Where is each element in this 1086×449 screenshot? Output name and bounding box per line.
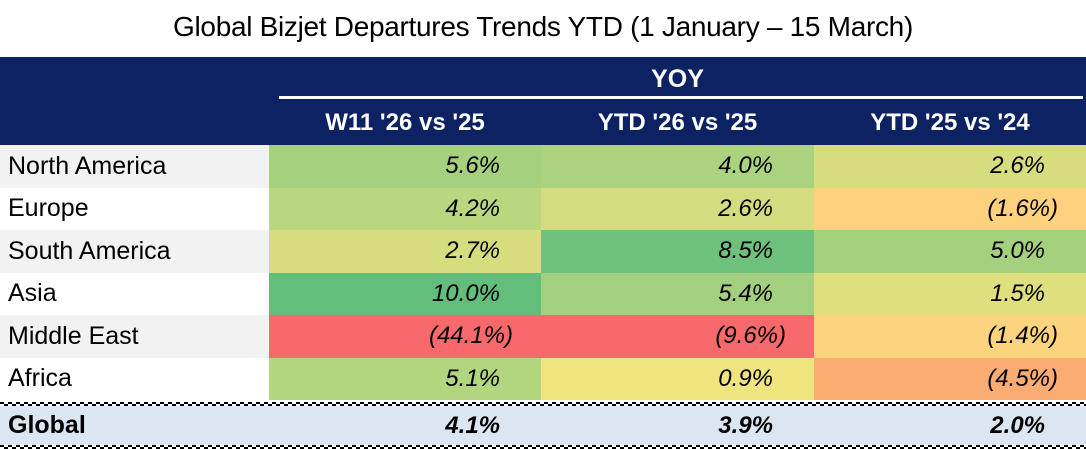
value-cell: 2.0% (990, 411, 1045, 439)
value-cell: 0.9% (541, 357, 814, 400)
row-label: Middle East (0, 315, 269, 358)
value-cell: 2.6% (814, 145, 1086, 188)
group-header-yoy: YOY (651, 65, 704, 93)
value-cell: 3.9% (718, 411, 773, 439)
table-row-global-total: Global 4.1% 3.9% 2.0% (0, 406, 1086, 445)
yoy-underline (279, 96, 1083, 99)
row-label: Europe (0, 187, 269, 230)
column-header-w11-26-vs-25: W11 '26 vs '25 (325, 109, 485, 136)
table-row-south-america: South America 2.7% 8.5% 5.0% (0, 230, 1086, 273)
global-row-bottom-dashed-border (0, 445, 1086, 449)
table-row-middle-east: Middle East (44.1%) (9.6%) (1.4%) (0, 315, 1086, 358)
value-cell: (1.4%) (814, 315, 1086, 358)
row-label: Africa (0, 357, 269, 400)
value-cell: (44.1%) (269, 315, 541, 358)
global-row-top-dashed-border (0, 402, 1086, 406)
value-cell: 8.5% (541, 230, 814, 273)
table-header: YOY W11 '26 vs '25 YTD '26 vs '25 YTD '2… (0, 57, 1086, 145)
value-cell: 5.1% (269, 357, 541, 400)
table-row-africa: Africa 5.1% 0.9% (4.5%) (0, 357, 1086, 400)
value-cell: 5.4% (541, 272, 814, 315)
row-label: North America (0, 145, 269, 188)
row-label-global: Global (8, 411, 86, 439)
departures-table: YOY W11 '26 vs '25 YTD '26 vs '25 YTD '2… (0, 57, 1086, 449)
table-row-asia: Asia 10.0% 5.4% 1.5% (0, 272, 1086, 315)
column-header-ytd-25-vs-24: YTD '25 vs '24 (870, 109, 1030, 136)
column-header-ytd-26-vs-25: YTD '26 vs '25 (597, 109, 758, 136)
value-cell: 10.0% (269, 272, 541, 315)
value-cell: (4.5%) (814, 357, 1086, 400)
value-cell: (9.6%) (541, 315, 814, 358)
table-row-north-america: North America 5.6% 4.0% 2.6% (0, 145, 1086, 188)
value-cell: 1.5% (814, 272, 1086, 315)
value-cell: 4.0% (541, 145, 814, 188)
page-title: Global Bizjet Departures Trends YTD (1 J… (173, 10, 913, 42)
value-cell: 5.0% (814, 230, 1086, 273)
value-cell: 4.2% (269, 187, 541, 230)
row-label: South America (0, 230, 269, 273)
value-cell: (1.6%) (814, 187, 1086, 230)
value-cell: 5.6% (269, 145, 541, 188)
value-cell: 2.7% (269, 230, 541, 273)
header-corner-spacer (0, 57, 269, 145)
value-cell: 2.6% (541, 187, 814, 230)
table-row-europe: Europe 4.2% 2.6% (1.6%) (0, 187, 1086, 230)
value-cell: 4.1% (445, 411, 500, 439)
row-label: Asia (0, 272, 269, 315)
